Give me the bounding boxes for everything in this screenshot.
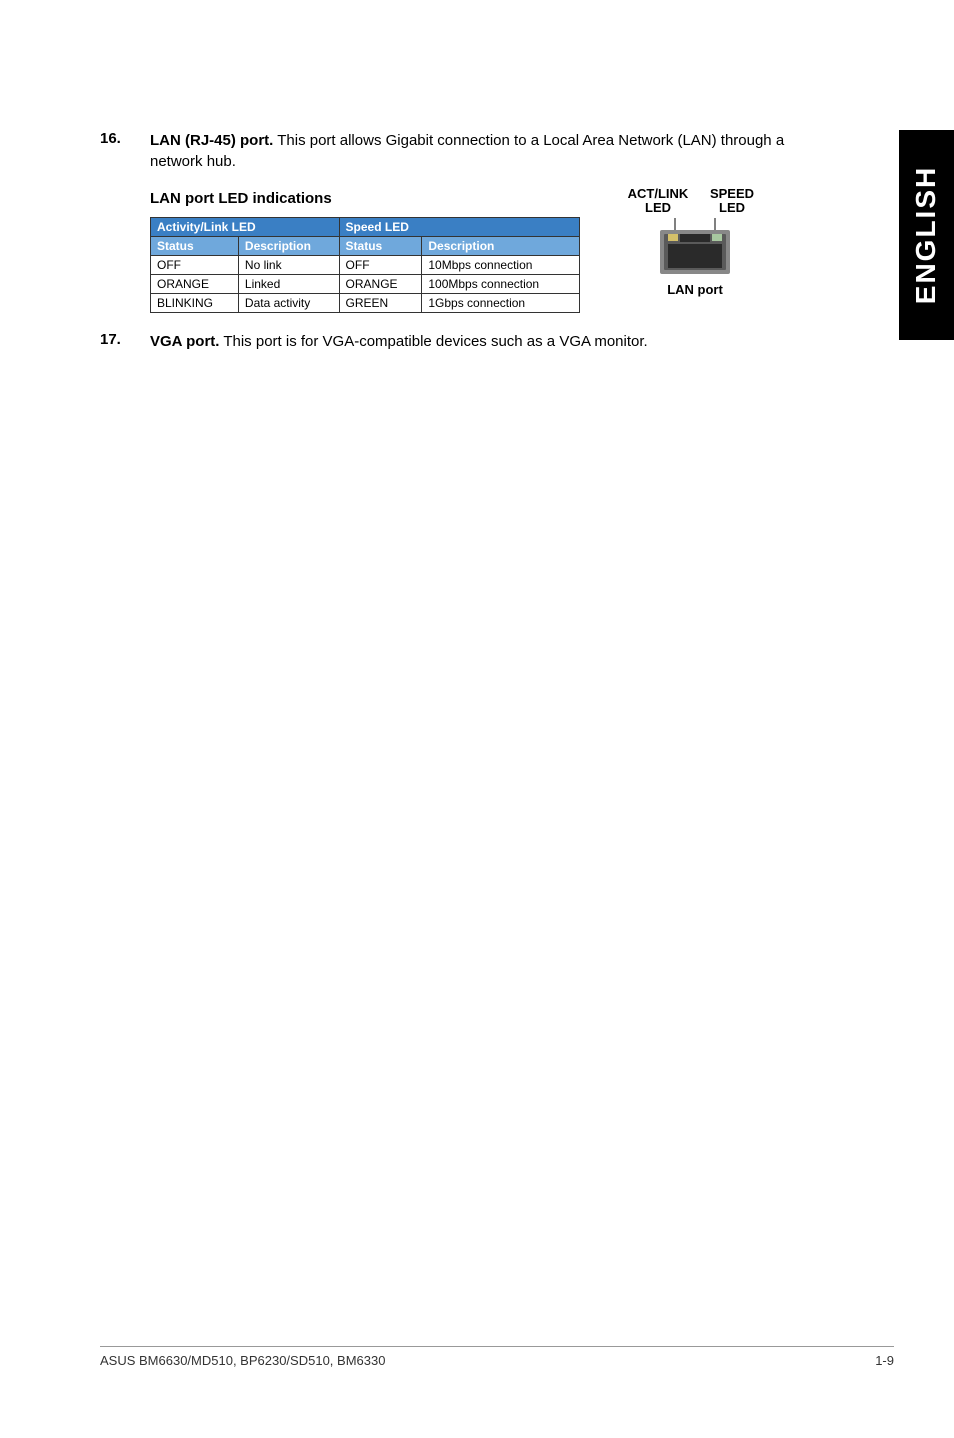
table-row: ORANGE Linked ORANGE 100Mbps connection <box>151 275 580 294</box>
list-item: 17. VGA port. This port is for VGA-compa… <box>100 331 840 352</box>
diagram-caption: LAN port <box>620 282 770 297</box>
table-row: Status Description Status Description <box>151 237 580 256</box>
table-cell: OFF <box>339 256 422 275</box>
footer-right: 1-9 <box>875 1353 894 1368</box>
diagram-label-right: SPEED LED <box>697 187 767 216</box>
page-footer: ASUS BM6630/MD510, BP6230/SD510, BM6330 … <box>100 1346 894 1368</box>
group-header: Speed LED <box>339 218 579 237</box>
item-text: This port is for VGA-compatible devices … <box>219 333 647 350</box>
label-text: ACT/LINK <box>628 186 689 201</box>
label-text: LED <box>719 200 745 215</box>
table-diagram-row: Activity/Link LED Speed LED Status Descr… <box>100 217 840 313</box>
table-cell: 10Mbps connection <box>422 256 580 275</box>
list-item: 16. LAN (RJ-45) port. This port allows G… <box>100 130 840 172</box>
language-side-tab-text: ENGLISH <box>911 166 943 304</box>
item-lead: LAN (RJ-45) port. <box>150 132 273 149</box>
table-row: BLINKING Data activity GREEN 1Gbps conne… <box>151 294 580 313</box>
item-number: 16. <box>100 130 150 172</box>
table-cell: Linked <box>238 275 339 294</box>
sub-header: Status <box>339 237 422 256</box>
label-text: LED <box>645 200 671 215</box>
language-side-tab: ENGLISH <box>899 130 954 340</box>
item-lead: VGA port. <box>150 333 219 350</box>
lan-port-icon <box>650 218 740 278</box>
sub-header: Status <box>151 237 239 256</box>
table-cell: OFF <box>151 256 239 275</box>
sub-header: Description <box>238 237 339 256</box>
page-content: 16. LAN (RJ-45) port. This port allows G… <box>100 130 840 370</box>
table-cell: BLINKING <box>151 294 239 313</box>
lan-port-diagram: ACT/LINK LED SPEED LED LAN port <box>620 187 770 297</box>
diagram-label-left: ACT/LINK LED <box>623 187 693 216</box>
table-cell: ORANGE <box>151 275 239 294</box>
item-body: LAN (RJ-45) port. This port allows Gigab… <box>150 130 840 172</box>
item-body: VGA port. This port is for VGA-compatibl… <box>150 331 840 352</box>
table-cell: 100Mbps connection <box>422 275 580 294</box>
led-table: Activity/Link LED Speed LED Status Descr… <box>150 217 580 313</box>
table-row: Activity/Link LED Speed LED <box>151 218 580 237</box>
table-cell: No link <box>238 256 339 275</box>
table-cell: GREEN <box>339 294 422 313</box>
item-number: 17. <box>100 331 150 352</box>
diagram-top-labels: ACT/LINK LED SPEED LED <box>620 187 770 216</box>
table-cell: 1Gbps connection <box>422 294 580 313</box>
table-row: OFF No link OFF 10Mbps connection <box>151 256 580 275</box>
table-cell: Data activity <box>238 294 339 313</box>
sub-header: Description <box>422 237 580 256</box>
footer-left: ASUS BM6630/MD510, BP6230/SD510, BM6330 <box>100 1353 385 1368</box>
label-text: SPEED <box>710 186 754 201</box>
group-header: Activity/Link LED <box>151 218 340 237</box>
table-cell: ORANGE <box>339 275 422 294</box>
